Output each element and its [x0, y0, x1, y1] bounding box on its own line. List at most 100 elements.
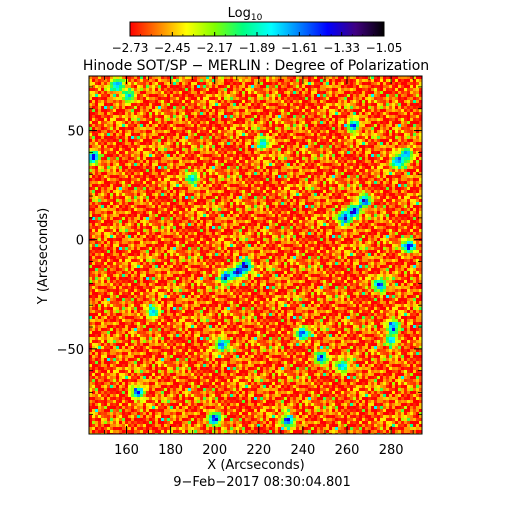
heatmap-cell — [275, 163, 278, 166]
heatmap-cell — [380, 79, 383, 82]
heatmap-cell — [137, 112, 140, 115]
heatmap-cell — [299, 190, 302, 193]
heatmap-cell — [119, 157, 122, 160]
heatmap-cell — [110, 190, 113, 193]
heatmap-cell — [368, 85, 371, 88]
heatmap-cell — [179, 205, 182, 208]
heatmap-cell — [389, 199, 392, 202]
heatmap-cell — [161, 109, 164, 112]
heatmap-cell — [134, 157, 137, 160]
heatmap-cell — [197, 121, 200, 124]
heatmap-cell — [239, 190, 242, 193]
heatmap-cell — [392, 130, 395, 133]
heatmap-cell — [167, 91, 170, 94]
heatmap-cell — [179, 118, 182, 121]
heatmap-cell — [344, 130, 347, 133]
heatmap-cell — [200, 169, 203, 172]
heatmap-cell — [140, 103, 143, 106]
heatmap-cell — [239, 88, 242, 91]
heatmap-cell — [242, 124, 245, 127]
heatmap-cell — [266, 208, 269, 211]
heatmap-cell — [410, 94, 413, 97]
heatmap-cell — [383, 154, 386, 157]
heatmap-cell — [110, 118, 113, 121]
heatmap-cell — [176, 97, 179, 100]
heatmap-cell — [380, 100, 383, 103]
heatmap-cell — [386, 85, 389, 88]
heatmap-cell — [167, 166, 170, 169]
heatmap-cell — [356, 166, 359, 169]
heatmap-cell — [281, 94, 284, 97]
heatmap-cell — [134, 133, 137, 136]
heatmap-cell — [413, 133, 416, 136]
heatmap-cell — [308, 190, 311, 193]
heatmap-cell — [362, 91, 365, 94]
heatmap-cell — [278, 127, 281, 130]
heatmap-cell — [242, 139, 245, 142]
heatmap-cell — [194, 103, 197, 106]
heatmap-cell — [143, 97, 146, 100]
heatmap-cell — [107, 127, 110, 130]
heatmap-cell — [179, 139, 182, 142]
heatmap-cell — [338, 82, 341, 85]
heatmap-cell — [215, 145, 218, 148]
heatmap-cell — [263, 139, 266, 142]
heatmap-cell — [272, 79, 275, 82]
heatmap-cell — [293, 175, 296, 178]
heatmap-cell — [152, 109, 155, 112]
heatmap-cell — [305, 133, 308, 136]
heatmap-cell — [413, 112, 416, 115]
heatmap-cell — [149, 160, 152, 163]
heatmap-cell — [98, 163, 101, 166]
heatmap-cell — [218, 163, 221, 166]
heatmap-cell — [227, 184, 230, 187]
heatmap-cell — [368, 112, 371, 115]
heatmap-cell — [224, 190, 227, 193]
heatmap-cell — [254, 124, 257, 127]
heatmap-cell — [332, 127, 335, 130]
heatmap-cell — [179, 100, 182, 103]
heatmap-cell — [155, 187, 158, 190]
heatmap-cell — [137, 196, 140, 199]
heatmap-cell — [95, 94, 98, 97]
heatmap-cell — [257, 154, 260, 157]
heatmap-cell — [419, 148, 422, 151]
heatmap-cell — [107, 172, 110, 175]
heatmap-cell — [272, 184, 275, 187]
heatmap-cell — [221, 172, 224, 175]
heatmap-cell — [134, 181, 137, 184]
heatmap-cell — [251, 133, 254, 136]
heatmap-cell — [278, 163, 281, 166]
heatmap-cell — [347, 79, 350, 82]
heatmap-cell — [122, 196, 125, 199]
heatmap-cell — [149, 136, 152, 139]
heatmap-cell — [317, 151, 320, 154]
heatmap-cell — [164, 106, 167, 109]
heatmap-cell — [197, 118, 200, 121]
heatmap-cell — [341, 124, 344, 127]
heatmap-cell — [191, 199, 194, 202]
heatmap-cell — [362, 103, 365, 106]
heatmap-cell — [353, 106, 356, 109]
heatmap-cell — [311, 163, 314, 166]
heatmap-cell — [176, 193, 179, 196]
heatmap-cell — [170, 157, 173, 160]
heatmap-cell — [254, 115, 257, 118]
heatmap-cell — [104, 172, 107, 175]
heatmap-cell — [236, 190, 239, 193]
heatmap-cell — [233, 178, 236, 181]
heatmap-cell — [329, 169, 332, 172]
heatmap-cell — [389, 133, 392, 136]
heatmap-cell — [179, 79, 182, 82]
heatmap-cell — [122, 127, 125, 130]
heatmap-cell — [320, 145, 323, 148]
heatmap-cell — [179, 88, 182, 91]
heatmap-cell — [233, 127, 236, 130]
heatmap-cell — [245, 118, 248, 121]
heatmap-cell — [371, 109, 374, 112]
heatmap-cell — [131, 88, 134, 91]
heatmap-cell — [260, 103, 263, 106]
heatmap-cell — [308, 124, 311, 127]
heatmap-cell — [113, 148, 116, 151]
heatmap-cell — [383, 139, 386, 142]
